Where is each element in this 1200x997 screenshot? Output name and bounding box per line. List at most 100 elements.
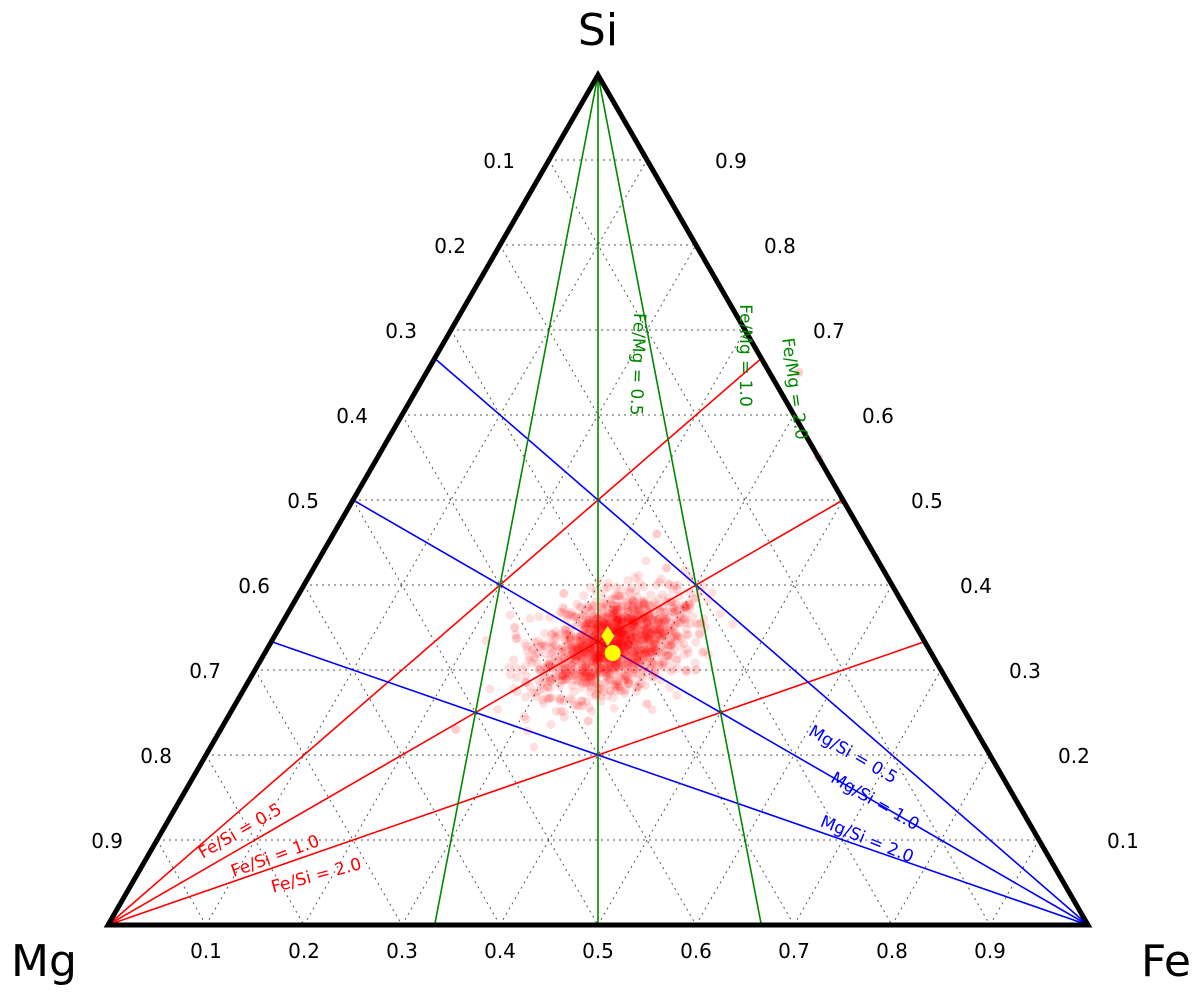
scatter-point: [626, 621, 636, 631]
scatter-point: [621, 637, 631, 647]
scatter-point: [597, 648, 607, 658]
scatter-point: [581, 677, 591, 687]
scatter-point: [627, 632, 637, 642]
scatter-point: [647, 657, 657, 667]
scatter-point: [648, 623, 658, 633]
scatter-point: [588, 611, 598, 621]
scatter-point: [539, 684, 549, 694]
scatter-point: [567, 648, 577, 658]
scatter-point: [618, 629, 628, 639]
scatter-point: [685, 573, 695, 583]
scatter-point: [558, 675, 568, 685]
scatter-point: [580, 671, 590, 681]
scatter-point: [618, 634, 628, 644]
scatter-point: [649, 645, 659, 655]
scatter-point: [613, 615, 623, 625]
scatter-point: [627, 654, 637, 664]
scatter-point: [654, 618, 664, 628]
scatter-point: [586, 651, 596, 661]
scatter-point: [645, 612, 655, 622]
scatter-point: [560, 671, 570, 681]
scatter-point: [623, 641, 633, 651]
scatter-point: [560, 633, 570, 643]
scatter-point: [589, 640, 599, 650]
scatter-point: [642, 614, 652, 624]
scatter-point: [623, 651, 633, 661]
scatter-point: [613, 616, 623, 626]
scatter-point: [569, 687, 579, 697]
scatter-point: [644, 630, 654, 640]
scatter-point: [627, 645, 637, 655]
scatter-point: [628, 596, 638, 606]
scatter-point: [641, 599, 651, 609]
scatter-point: [680, 565, 690, 575]
scatter-point: [647, 628, 657, 638]
scatter-point: [681, 667, 691, 677]
scatter-point: [576, 683, 586, 693]
scatter-point: [664, 580, 674, 590]
scatter-point: [591, 669, 601, 679]
scatter-point: [619, 632, 629, 642]
scatter-point: [611, 590, 621, 600]
scatter-point: [588, 660, 598, 670]
scatter-point: [611, 636, 621, 646]
scatter-point: [612, 605, 622, 615]
scatter-point: [620, 674, 630, 684]
scatter-point: [567, 680, 577, 690]
scatter-point: [681, 606, 691, 616]
scatter-point: [617, 616, 627, 626]
scatter-point: [593, 684, 603, 694]
scatter-point: [604, 619, 614, 629]
scatter-point: [555, 644, 565, 654]
scatter-point: [671, 628, 681, 638]
scatter-point: [621, 633, 631, 643]
scatter-point: [622, 647, 632, 657]
scatter-point: [521, 661, 531, 671]
scatter-point: [623, 603, 633, 613]
scatter-point: [654, 594, 664, 604]
scatter-point: [645, 608, 655, 618]
scatter-point: [618, 641, 628, 651]
scatter-point: [661, 616, 671, 626]
scatter-point: [584, 618, 594, 628]
scatter-point: [581, 628, 591, 638]
scatter-point: [630, 573, 640, 583]
scatter-point: [573, 676, 583, 686]
scatter-point: [653, 631, 663, 641]
scatter-point: [529, 653, 539, 663]
scatter-point: [535, 664, 545, 674]
scatter-point: [627, 594, 637, 604]
scatter-point: [637, 626, 647, 636]
scatter-point: [543, 682, 553, 692]
scatter-point: [609, 608, 619, 618]
scatter-point: [594, 625, 604, 635]
scatter-point: [591, 676, 601, 686]
scatter-point: [647, 705, 657, 715]
scatter-point: [613, 616, 623, 626]
scatter-point: [603, 621, 613, 631]
scatter-point: [657, 620, 667, 630]
scatter-point: [578, 631, 588, 641]
scatter-point: [619, 611, 629, 621]
scatter-point: [574, 644, 584, 654]
scatter-point: [593, 619, 603, 629]
scatter-point: [566, 630, 576, 640]
scatter-point: [593, 656, 603, 666]
scatter-point: [614, 621, 624, 631]
scatter-point: [672, 654, 682, 664]
scatter-point: [609, 703, 619, 713]
scatter-point: [640, 612, 650, 622]
scatter-point: [597, 637, 607, 647]
scatter-point: [612, 608, 622, 618]
scatter-point: [592, 619, 602, 629]
scatter-point: [627, 620, 637, 630]
scatter-point: [634, 662, 644, 672]
scatter-point: [588, 625, 598, 635]
scatter-point: [649, 642, 659, 652]
tick-label-left: 0.2: [434, 234, 466, 258]
scatter-point: [584, 618, 594, 628]
scatter-point: [642, 628, 652, 638]
scatter-point: [611, 617, 621, 627]
scatter-point: [589, 648, 599, 658]
scatter-point: [575, 632, 585, 642]
